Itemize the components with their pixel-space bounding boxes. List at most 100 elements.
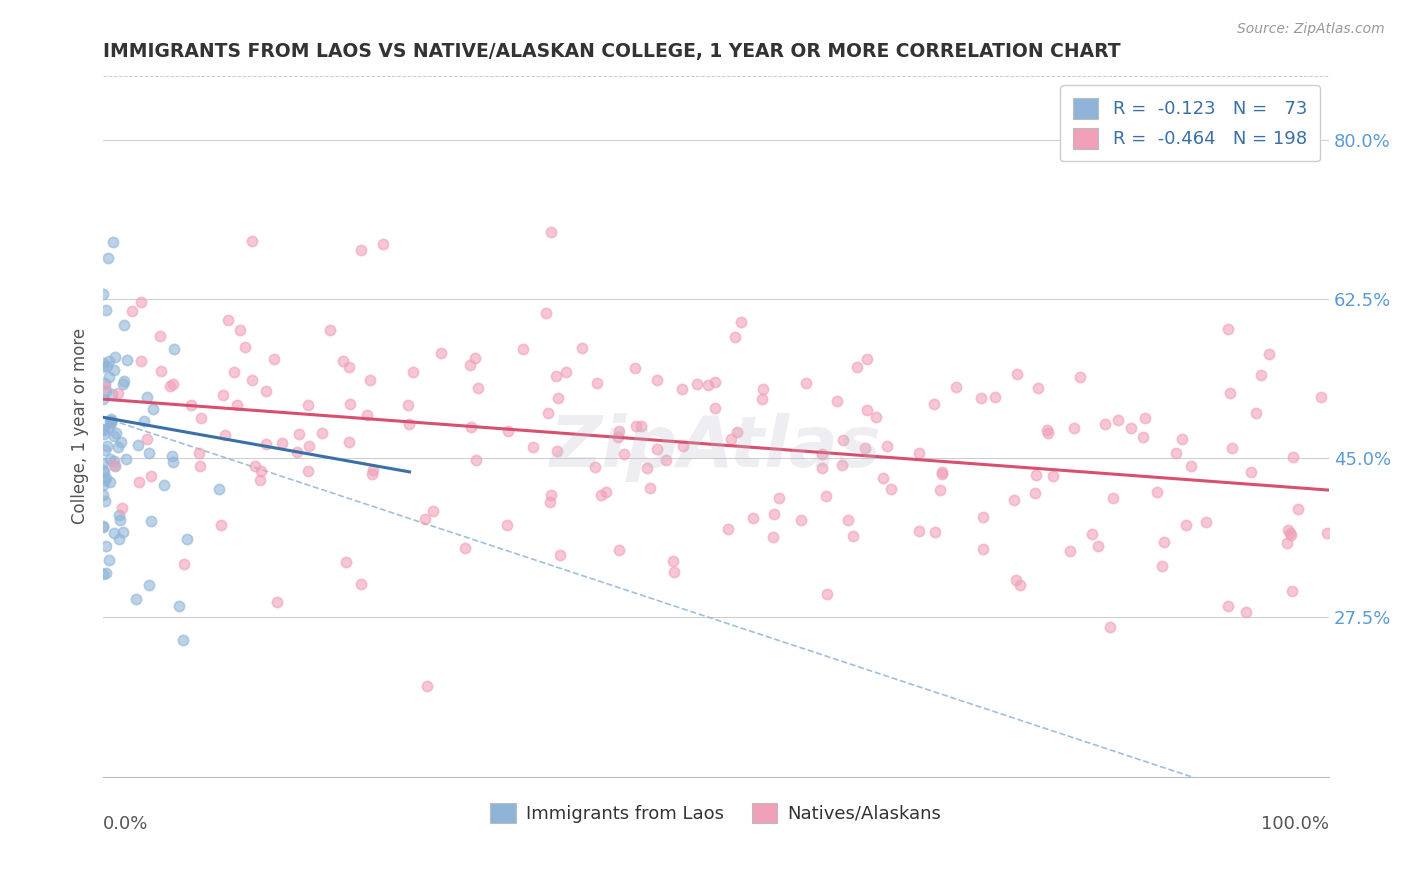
Point [671,382,693,396]
Point [91,566,114,581]
Point [1146,484,1168,499]
Point [139,514,162,528]
Point [173,557,195,571]
Point [98,354,121,368]
Point [1250,368,1272,382]
Point [1133,411,1156,425]
Point [1175,517,1198,532]
Point [115,352,138,367]
Point [1286,501,1309,516]
Point [162,454,184,468]
Point [831,458,853,472]
Point [91,456,114,470]
Point [908,446,931,460]
Point [111,524,134,539]
Point [101,235,124,250]
Point [1234,605,1257,619]
Point [548,548,571,562]
Point [112,375,135,389]
Point [141,469,163,483]
Point [972,542,994,557]
Point [831,433,853,447]
Point [724,330,747,344]
Point [717,523,740,537]
Point [1246,406,1268,420]
Point [298,439,321,453]
Point [624,360,647,375]
Point [112,376,135,391]
Point [1180,459,1202,474]
Point [107,385,129,400]
Point [416,679,439,693]
Point [1099,620,1122,634]
Point [135,390,157,404]
Point [855,403,877,417]
Point [212,387,235,401]
Point [636,461,658,475]
Point [162,342,184,356]
Point [929,483,952,497]
Point [94,302,117,317]
Point [93,443,115,458]
Point [972,509,994,524]
Point [222,365,245,379]
Point [254,436,277,450]
Point [129,353,152,368]
Point [1316,525,1339,540]
Text: IMMIGRANTS FROM LAOS VS NATIVE/ALASKAN COLLEGE, 1 YEAR OR MORE CORRELATION CHART: IMMIGRANTS FROM LAOS VS NATIVE/ALASKAN C… [103,42,1121,61]
Point [142,401,165,416]
Point [496,425,519,439]
Point [96,359,118,374]
Point [725,425,748,439]
Point [465,453,488,467]
Point [97,251,120,265]
Point [970,391,993,405]
Point [841,529,863,543]
Text: ZipAtlas: ZipAtlas [550,413,882,482]
Point [188,446,211,460]
Point [630,419,652,434]
Point [217,312,239,326]
Point [1005,367,1028,381]
Point [96,566,118,580]
Point [540,225,562,239]
Point [1310,390,1333,404]
Point [762,531,785,545]
Point [827,393,849,408]
Point [233,341,256,355]
Legend: Immigrants from Laos, Natives/Alaskans: Immigrants from Laos, Natives/Alaskans [484,796,949,830]
Point [263,352,285,367]
Point [945,379,967,393]
Point [138,446,160,460]
Point [240,234,263,248]
Point [872,471,894,485]
Point [149,329,172,343]
Point [413,512,436,526]
Point [93,474,115,488]
Point [104,351,127,365]
Point [1277,524,1299,538]
Point [1002,493,1025,508]
Point [91,422,114,436]
Point [110,435,132,450]
Point [396,398,419,412]
Point [297,465,319,479]
Point [1282,450,1305,465]
Point [121,303,143,318]
Point [1220,441,1243,455]
Point [704,401,727,415]
Point [98,451,121,466]
Point [162,449,184,463]
Point [655,452,678,467]
Point [107,532,129,546]
Point [132,414,155,428]
Point [672,439,695,453]
Point [361,467,384,482]
Point [1279,527,1302,541]
Point [454,541,477,555]
Point [522,440,544,454]
Point [467,381,489,395]
Point [190,411,212,425]
Point [138,578,160,592]
Point [311,425,333,440]
